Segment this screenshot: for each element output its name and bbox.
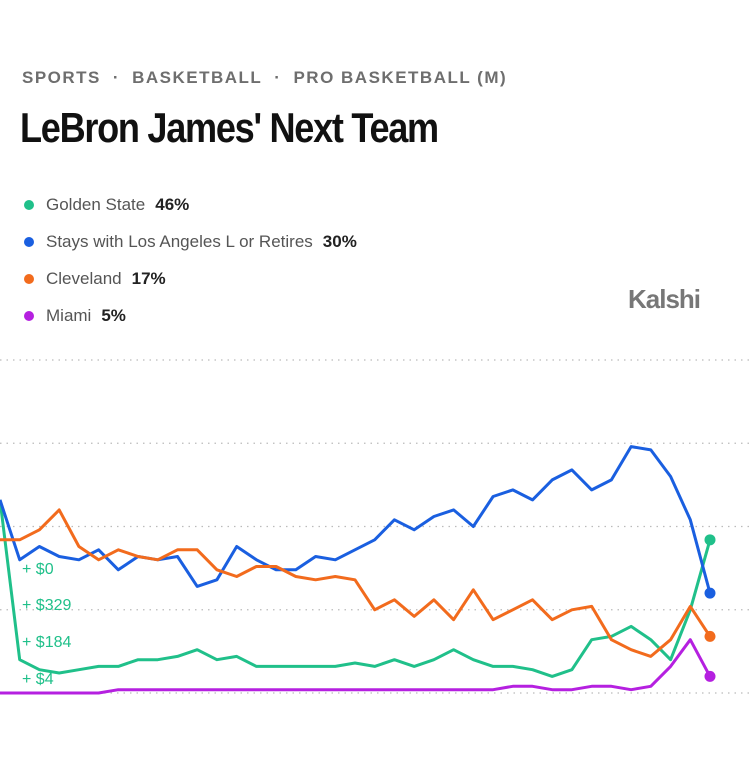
legend-label: Stays with Los Angeles L or Retires — [46, 231, 313, 251]
end-dot — [704, 534, 716, 546]
separator: · — [274, 68, 282, 87]
legend-dot — [24, 273, 34, 284]
payout-label: + $184 — [22, 634, 71, 651]
end-dot — [704, 587, 716, 599]
legend-dot — [24, 199, 34, 210]
series-line — [0, 445, 712, 594]
legend-value: 5% — [101, 305, 126, 325]
legend: Golden State 46% Stays with Los Angeles L … — [24, 186, 357, 334]
payout-label: + $4 — [22, 671, 54, 688]
breadcrumbs: SPORTS · BASKETBALL · PRO BASKETBALL (M) — [22, 68, 507, 88]
legend-dot — [24, 236, 34, 247]
brand: Kalshi — [628, 284, 701, 314]
legend-dot — [24, 310, 34, 321]
legend-label: Cleveland — [46, 268, 122, 288]
legend-item: Miami 5% — [24, 297, 357, 334]
crumb[interactable]: PRO BASKETBALL (M) — [293, 68, 508, 87]
legend-item: Stays with Los Angeles L or Retires 30% — [24, 223, 357, 260]
legend-value: 30% — [322, 231, 357, 251]
series-line — [0, 638, 712, 695]
crumb[interactable]: BASKETBALL — [132, 68, 263, 87]
end-dot — [704, 670, 716, 682]
separator: · — [112, 68, 121, 87]
crumb[interactable]: SPORTS — [22, 68, 101, 87]
chart-title: LeBron James' Next Team — [20, 104, 439, 151]
payout-label: + $329 — [22, 597, 71, 614]
series-line — [0, 499, 712, 678]
legend-value: 46% — [155, 194, 190, 214]
series-line — [0, 508, 712, 658]
legend-label: Miami — [46, 305, 92, 325]
legend-value: 17% — [131, 268, 166, 288]
payout-label: + $0 — [22, 561, 54, 578]
legend-item: Cleveland 17% — [24, 260, 357, 297]
legend-item: Golden State 46% — [24, 186, 357, 223]
legend-label: Golden State — [46, 194, 146, 214]
end-dot — [704, 630, 716, 642]
